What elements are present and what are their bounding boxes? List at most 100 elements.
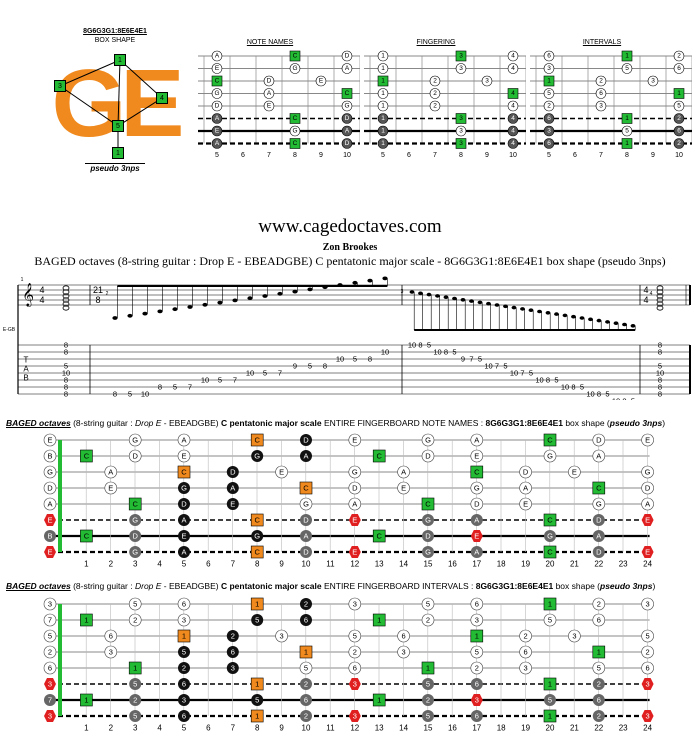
tab-number: 7: [233, 376, 237, 385]
marker-label: 1: [255, 712, 259, 721]
mini-marker-label: 4: [511, 65, 515, 72]
fret-number: 4: [157, 724, 162, 733]
marker-label: E: [47, 516, 52, 525]
note-marker: [43, 497, 57, 511]
marker-label: 3: [48, 600, 52, 609]
mini-marker-label: A: [215, 140, 220, 147]
marker-label: C: [596, 484, 602, 493]
mini-note-marker: [507, 113, 519, 124]
fret-number: 21: [570, 560, 579, 569]
note-marker: [568, 465, 581, 479]
mini-note-marker: [595, 100, 607, 112]
mini-fret-number: 8: [459, 152, 463, 159]
marker-label: 3: [646, 712, 650, 721]
marker-label: C: [425, 500, 431, 509]
marker-label: D: [303, 516, 309, 525]
marker-label: 1: [182, 632, 186, 641]
mini-marker-label: D: [345, 115, 350, 122]
marker-label: G: [132, 548, 138, 557]
mini-note-marker: [673, 125, 685, 137]
tab-letter: A: [23, 365, 29, 374]
chord-notehead: [62, 293, 70, 299]
root-marker: [421, 497, 435, 511]
mini-marker-label: 4: [511, 140, 515, 147]
fret-number: 2: [109, 560, 114, 569]
tab-number: 10: [141, 390, 149, 399]
mini-marker-label: 5: [625, 128, 629, 135]
marker-label: 7: [48, 696, 52, 705]
mini-note-marker: [211, 100, 223, 112]
box-shape-code: 8G6G3G1:8E6E4E1: [83, 28, 147, 35]
box-root-marker: [250, 709, 264, 723]
mini-marker-label: 6: [547, 140, 551, 147]
low-note-marker: [592, 546, 605, 558]
mini-diagram-notes: A C D E G A C D E G A C D E G A C D E G A A C D 5 6 7 8 9 10: [198, 50, 360, 159]
low-e-marker: [44, 710, 56, 722]
fret-number: 24: [643, 724, 652, 733]
mini-fret-number: 7: [267, 152, 271, 159]
box-shape-subtitle: pseudo 3nps: [85, 163, 145, 173]
box-root-marker: [177, 465, 191, 479]
chord-notehead: [656, 289, 664, 295]
marker-label: E: [474, 452, 479, 461]
marker-label: C: [547, 516, 553, 525]
note-marker: [43, 433, 57, 447]
fret-number: 14: [399, 560, 408, 569]
note-marker: [128, 433, 142, 447]
mini-note-marker: [211, 138, 223, 149]
tab-number: 8: [64, 390, 68, 399]
box-note-marker: [226, 498, 239, 510]
mini-note-marker: [377, 113, 389, 124]
note-marker: [128, 597, 142, 611]
mini-marker-label: C: [345, 90, 350, 97]
fret-number: 13: [375, 560, 384, 569]
fret-number: 3: [133, 724, 138, 733]
tab-number: 5: [353, 355, 357, 364]
mini-marker-label: C: [293, 53, 298, 60]
marker-label: 1: [377, 616, 381, 625]
marker-label: 1: [548, 712, 552, 721]
mini-marker-label: 1: [381, 115, 385, 122]
notehead: [127, 313, 133, 318]
low-note-marker: [129, 694, 142, 706]
low-note-marker: [300, 514, 312, 526]
note-marker: [519, 629, 532, 643]
mini-note-marker: [621, 63, 633, 74]
site-url[interactable]: www.cagedoctaves.com: [258, 216, 442, 237]
marker-label: 3: [48, 712, 52, 721]
notehead: [503, 304, 508, 309]
marker-label: 1: [304, 648, 308, 657]
notehead: [409, 290, 415, 294]
tab-number: 8: [658, 383, 662, 392]
marker-label: 6: [524, 648, 528, 657]
fret-number: 21: [570, 724, 579, 733]
mini-note-marker: [263, 88, 275, 99]
low-e-marker: [641, 678, 654, 690]
box-root-marker: [299, 481, 313, 495]
fret-number: 4: [157, 560, 162, 569]
mini-note-marker: [377, 50, 389, 62]
note-marker: [104, 645, 118, 659]
mini-fret-number: 5: [215, 152, 219, 159]
tab-number: 8: [571, 383, 575, 392]
mini-note-marker: [429, 88, 441, 99]
low-note-marker: [129, 710, 142, 722]
marker-label: 6: [475, 680, 479, 689]
marker-label: C: [254, 548, 260, 557]
marker-label: E: [401, 484, 406, 493]
mini-note-marker: [595, 88, 607, 99]
marker-label: E: [474, 532, 479, 541]
tab-number: 5: [605, 390, 609, 399]
fret-number: 9: [279, 560, 284, 569]
marker-label: 5: [426, 712, 430, 721]
marker-label: G: [425, 548, 431, 557]
tab-number: 5: [658, 362, 662, 371]
note-marker: [421, 613, 435, 627]
marker-label: 3: [353, 600, 357, 609]
marker-label: E: [645, 436, 650, 445]
time-sig-top: 4: [643, 285, 648, 295]
mini-root-marker: [455, 138, 467, 149]
mini-marker-label: 3: [547, 65, 551, 72]
note-marker: [519, 497, 532, 511]
mini-root-marker: [341, 88, 353, 99]
